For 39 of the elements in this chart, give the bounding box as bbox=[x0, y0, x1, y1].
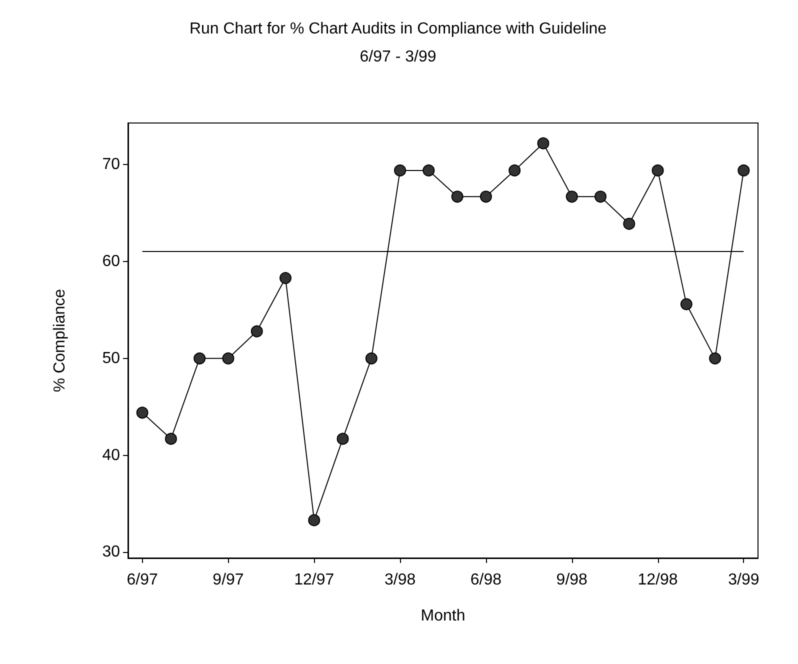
point bbox=[164, 432, 177, 445]
x-tick-label: 3/98 bbox=[384, 572, 416, 588]
point bbox=[451, 190, 464, 203]
point bbox=[566, 190, 578, 203]
x-tick-label: 9/98 bbox=[556, 572, 588, 588]
y-axis-title: % Compliance bbox=[52, 288, 68, 392]
y-tick-label: 70 bbox=[102, 156, 120, 174]
point bbox=[480, 190, 492, 203]
x-tick-label: 6/98 bbox=[470, 572, 502, 588]
point bbox=[738, 164, 750, 176]
y-tick-label: 40 bbox=[102, 446, 120, 464]
point bbox=[250, 325, 263, 338]
chart-subtitle: 6/97 - 3/99 bbox=[360, 48, 436, 66]
point bbox=[394, 164, 406, 176]
point bbox=[280, 272, 292, 284]
point bbox=[336, 432, 349, 445]
x-tick-label: 9/97 bbox=[212, 572, 244, 588]
point bbox=[623, 218, 636, 230]
point bbox=[365, 352, 378, 364]
point bbox=[594, 190, 606, 203]
y-tick-label: 50 bbox=[102, 350, 120, 367]
point bbox=[537, 137, 550, 150]
point bbox=[709, 352, 722, 364]
x-tick-label: 3/99 bbox=[728, 572, 760, 588]
point bbox=[136, 406, 148, 419]
point bbox=[308, 514, 320, 526]
point bbox=[422, 164, 435, 176]
point bbox=[194, 352, 206, 364]
point bbox=[222, 352, 234, 364]
x-tick-label: 12/98 bbox=[638, 572, 678, 588]
x-tick-label: 6/97 bbox=[126, 572, 158, 588]
y-tick-label: 60 bbox=[102, 253, 120, 270]
point bbox=[680, 298, 692, 310]
x-axis-title: Month bbox=[420, 608, 466, 624]
y-tick-label: 30 bbox=[102, 544, 120, 561]
point bbox=[652, 164, 664, 176]
point bbox=[508, 164, 521, 176]
chart-title: Run Chart for % Chart Audits in Compliance with Guideline bbox=[189, 20, 607, 38]
x-tick-label: 12/97 bbox=[294, 572, 334, 588]
